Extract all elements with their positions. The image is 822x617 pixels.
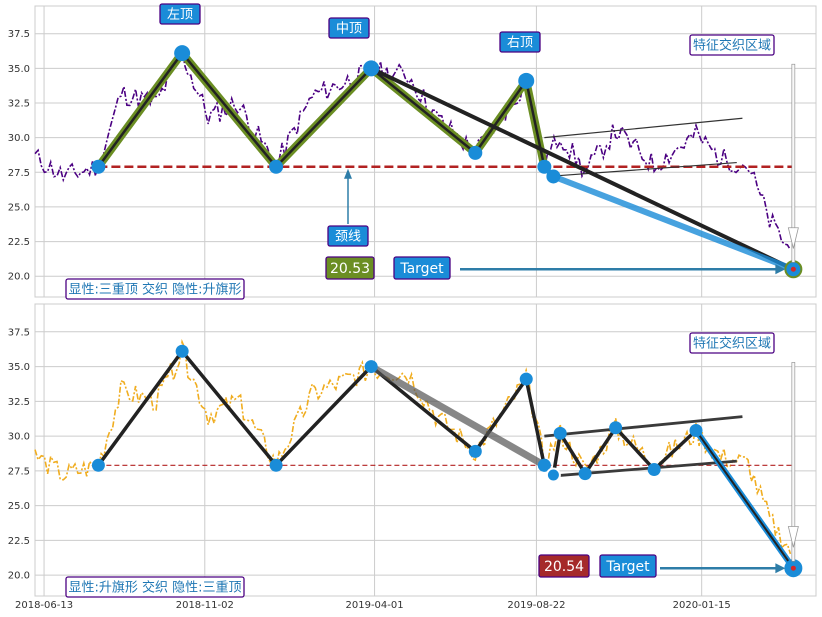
target-arrow-head <box>775 264 786 275</box>
label-right-top-box <box>499 31 541 53</box>
label-caption-box <box>65 278 245 300</box>
pattern-point-marker <box>518 72 535 89</box>
zone-bar <box>791 63 796 263</box>
label-mid-top: 中顶 <box>336 22 362 37</box>
y-tick-label: 30.0 <box>8 432 30 443</box>
label-caption: 显性:三重顶 交织 隐性:升旗形 <box>68 282 241 298</box>
flag-point-marker <box>609 421 623 435</box>
x-tick-label: 2018-06-13 <box>15 600 73 611</box>
value-box: 20.53 <box>330 261 370 277</box>
label-neckline-box <box>327 225 369 247</box>
y-tick-label: 37.5 <box>8 327 30 338</box>
label-target: Target <box>399 261 444 277</box>
x-tick-label: 2019-04-01 <box>346 600 404 611</box>
label-caption-box <box>65 576 245 598</box>
flag-point-marker <box>545 467 561 483</box>
y-tick-label: 32.5 <box>8 397 30 408</box>
label-zone: 特征交织区域 <box>693 38 771 54</box>
y-tick-label: 25.0 <box>8 202 30 213</box>
y-tick-label: 25.0 <box>8 501 30 512</box>
x-tick-label: 2019-08-22 <box>507 600 565 611</box>
y-tick-label: 27.5 <box>8 168 30 179</box>
x-tick-label: 2020-01-15 <box>673 600 731 611</box>
zone-arrow-head <box>787 227 799 249</box>
target-path-line <box>552 173 795 273</box>
flag-upper-line <box>544 415 743 438</box>
pattern-point-marker <box>269 458 283 472</box>
label-neckline: 颈线 <box>335 230 361 245</box>
zone-bar <box>791 362 796 562</box>
x-axis: 2018-06-13 2018-11-02 2019-04-01 2019-08-22… <box>15 600 731 611</box>
plot-area <box>34 303 817 597</box>
pattern-point-marker <box>364 360 378 374</box>
label-caption: 显性:升旗形 交织 隐性:三重顶 <box>68 580 241 596</box>
pattern-point-marker <box>175 344 189 358</box>
pattern-point-marker <box>91 458 105 472</box>
y-tick-label: 32.5 <box>8 99 30 110</box>
y-tick-label: 22.5 <box>8 536 30 547</box>
flag-lower-line <box>547 161 737 178</box>
flag-point-marker <box>537 458 551 472</box>
bottom-panel: 20.0 22.5 25.0 27.5 30.0 32.5 35.0 37.5 特征交织区域 20… <box>8 303 817 598</box>
target-arrow-head <box>775 563 786 574</box>
value-box: 20.54 <box>544 559 584 575</box>
pattern-point-marker <box>537 159 552 174</box>
pattern-point-marker <box>468 145 483 160</box>
y-tick-label: 20.0 <box>8 272 30 283</box>
label-left-top: 左顶 <box>167 8 193 23</box>
pattern-point-marker <box>174 45 191 62</box>
flag-point-marker <box>578 467 592 481</box>
pattern-point-marker <box>91 159 106 174</box>
label-target: Target <box>605 559 650 575</box>
flag-point-marker <box>553 426 567 440</box>
label-target-box <box>599 554 657 578</box>
label-zone-box <box>689 34 775 56</box>
target-dot <box>790 266 796 272</box>
value-box-box <box>538 554 590 578</box>
label-left-top-box <box>159 3 201 25</box>
y-tick-label: 22.5 <box>8 237 30 248</box>
flag-upper-line <box>544 117 743 139</box>
x-tick-label: 2018-11-02 <box>176 600 234 611</box>
top-panel: 20.0 22.5 25.0 27.5 30.0 32.5 35.0 37.5 左顶中顶右顶颈线… <box>8 3 817 300</box>
label-target-box <box>393 256 451 280</box>
hidden-breakdown-line <box>370 66 795 272</box>
shadow-line <box>369 363 547 469</box>
neckline-arrow-head <box>344 168 352 179</box>
pattern-point-marker <box>269 159 284 174</box>
target-dot <box>790 565 796 571</box>
y-tick-label: 20.0 <box>8 571 30 582</box>
pattern-point-marker <box>468 444 482 458</box>
value-box-box <box>325 256 375 280</box>
label-zone: 特征交织区域 <box>693 336 771 352</box>
zone-arrow-head <box>787 526 799 548</box>
flag-point-marker <box>689 424 703 438</box>
label-zone-box <box>689 332 775 354</box>
target-path-inner <box>695 429 795 569</box>
plot-area <box>34 5 817 298</box>
y-tick-label: 27.5 <box>8 466 30 477</box>
pattern-point-marker <box>519 372 533 386</box>
flag-point-marker <box>647 462 661 476</box>
pattern-point-marker <box>546 169 561 184</box>
y-tick-label: 35.0 <box>8 362 30 373</box>
y-tick-label: 30.0 <box>8 133 30 144</box>
y-tick-label: 35.0 <box>8 64 30 75</box>
pattern-point-marker <box>363 60 380 77</box>
label-mid-top-box <box>328 17 370 39</box>
y-tick-label: 37.5 <box>8 29 30 40</box>
label-right-top: 右顶 <box>507 36 533 51</box>
